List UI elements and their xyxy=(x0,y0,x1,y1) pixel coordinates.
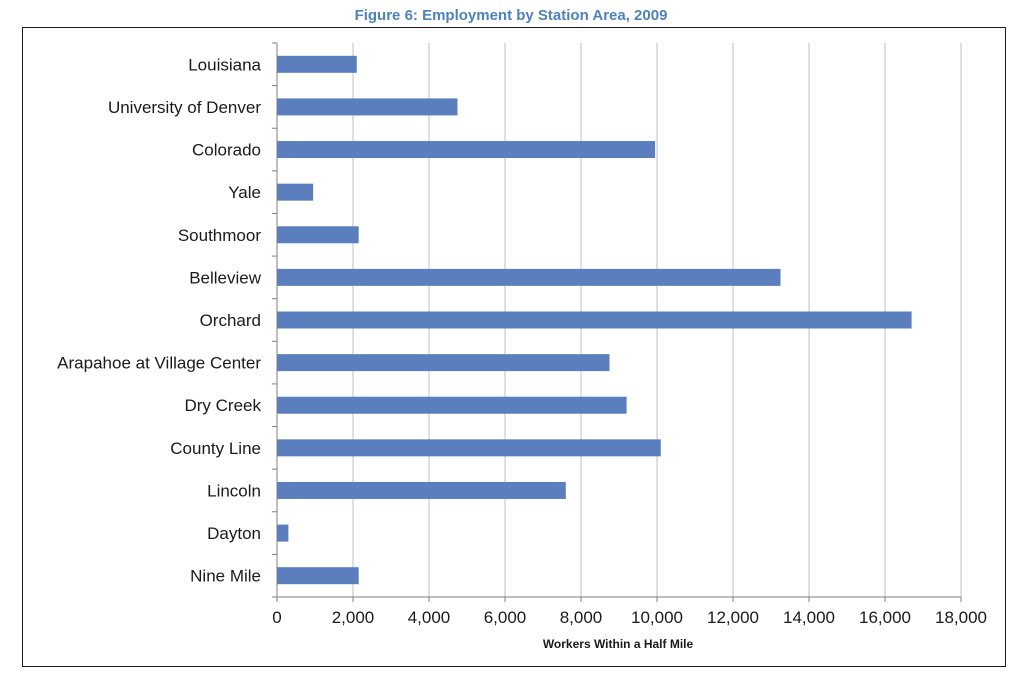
bar xyxy=(277,439,661,457)
x-tick-label: 16,000 xyxy=(859,608,911,627)
bar xyxy=(277,567,359,585)
bar xyxy=(277,524,289,542)
bar xyxy=(277,55,357,73)
bar xyxy=(277,98,458,116)
bar xyxy=(277,396,627,414)
bar xyxy=(277,481,566,499)
category-label: Southmoor xyxy=(178,226,261,245)
x-axis-title: Workers Within a Half Mile xyxy=(543,637,694,651)
x-tick-label: 2,000 xyxy=(332,608,375,627)
bar xyxy=(277,226,359,244)
x-tick-label: 10,000 xyxy=(631,608,683,627)
axes xyxy=(272,42,962,602)
bar xyxy=(277,311,912,329)
x-tick-label: 0 xyxy=(272,608,281,627)
bar xyxy=(277,141,656,159)
x-tick-label: 14,000 xyxy=(783,608,835,627)
category-label: Belleview xyxy=(189,268,262,287)
category-label: Arapahoe at Village Center xyxy=(57,354,261,373)
x-tick-label: 12,000 xyxy=(707,608,759,627)
chart-frame xyxy=(22,27,1006,667)
bar xyxy=(277,183,314,201)
bar xyxy=(277,268,781,286)
category-label: County Line xyxy=(170,439,261,458)
category-label: Dayton xyxy=(207,524,261,543)
category-label: Orchard xyxy=(200,311,261,330)
category-label: Nine Mile xyxy=(190,567,261,586)
bar xyxy=(277,354,610,372)
chart-title: Figure 6: Employment by Station Area, 20… xyxy=(354,7,668,24)
x-tick-label: 18,000 xyxy=(935,608,987,627)
x-tick-label: 8,000 xyxy=(560,608,603,627)
x-tick-label: 4,000 xyxy=(408,608,451,627)
bars xyxy=(277,55,912,585)
category-label: Louisiana xyxy=(188,55,261,74)
category-label: University of Denver xyxy=(108,98,261,117)
category-labels: Louisiana University of Denver Colorado Yal… xyxy=(57,55,262,585)
category-label: Colorado xyxy=(192,141,261,160)
x-tick-label: 6,000 xyxy=(484,608,527,627)
category-label: Lincoln xyxy=(207,481,261,500)
tick-labels: 0 2,000 4,000 6,000 8,000 10,000 12,000 14,000 1… xyxy=(272,608,987,627)
category-label: Dry Creek xyxy=(184,396,261,415)
category-label: Yale xyxy=(228,183,261,202)
